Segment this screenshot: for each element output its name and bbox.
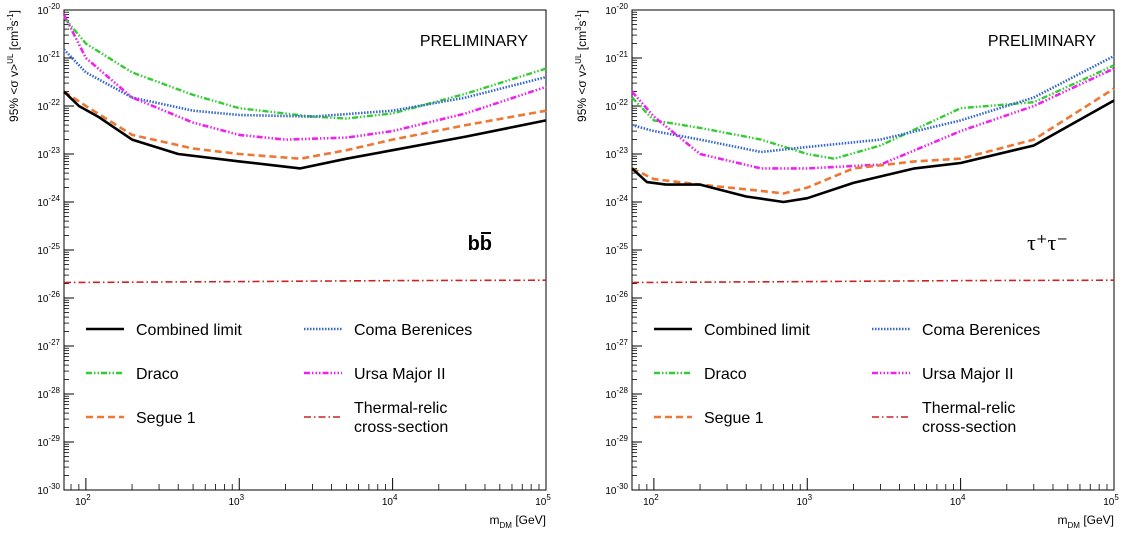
y-tick-label: 10-29 bbox=[605, 434, 628, 449]
legend-label: Combined limit bbox=[136, 322, 242, 339]
y-tick-label: 10-27 bbox=[605, 338, 628, 353]
legend-label: Combined limit bbox=[704, 322, 810, 339]
y-tick-label: 10-28 bbox=[37, 386, 60, 401]
x-tick-label: 102 bbox=[75, 493, 91, 508]
legend-label: Draco bbox=[704, 366, 747, 383]
channel-label: bb bbox=[468, 233, 492, 255]
y-tick-label: 10-21 bbox=[37, 50, 60, 65]
series-line-ursa-major-ii bbox=[631, 67, 1115, 170]
series-line-segue-1 bbox=[631, 87, 1115, 195]
legend-label: Thermal-relic bbox=[922, 400, 1015, 417]
y-tick-label: 10-20 bbox=[605, 2, 628, 17]
x-tick-label: 103 bbox=[228, 493, 244, 508]
series-line-combined-limit bbox=[63, 90, 547, 170]
legend-label: Ursa Major II bbox=[354, 366, 446, 383]
series-line-thermal-relic-cross-section bbox=[631, 279, 1115, 284]
preliminary-label: PRELIMINARY bbox=[988, 33, 1097, 50]
y-tick-label: 10-22 bbox=[605, 98, 628, 113]
legend: Combined limit Draco Segue 1 Coma Berenices… bbox=[654, 322, 1040, 436]
legend-label: Thermal-relic bbox=[354, 400, 447, 417]
y-tick-label: 10-24 bbox=[37, 194, 60, 209]
x-tick-label: 104 bbox=[382, 493, 398, 508]
legend-label: Draco bbox=[136, 366, 179, 383]
x-tick-label: 102 bbox=[643, 493, 659, 508]
legend-label: cross-section bbox=[354, 419, 448, 436]
y-tick-label: 10-25 bbox=[37, 242, 60, 257]
x-tick-label: 104 bbox=[950, 493, 966, 508]
legend-label: Coma Berenices bbox=[922, 322, 1040, 339]
legend-label: Ursa Major II bbox=[922, 366, 1014, 383]
x-tick-label: 105 bbox=[535, 493, 551, 508]
chart-panel-1: 10-30 10-29 10-28 10-27 10-26 10-25 10-24 10-23… bbox=[6, 2, 551, 530]
y-axis-title: 95% <σ v>UL [cm3s-1] bbox=[6, 10, 21, 122]
y-tick-label: 10-26 bbox=[37, 290, 60, 305]
y-tick-label: 10-27 bbox=[37, 338, 60, 353]
series-line-draco bbox=[631, 64, 1115, 160]
series-line-coma-berenices bbox=[63, 48, 547, 118]
series-line-combined-limit bbox=[631, 99, 1115, 204]
legend-label: Segue 1 bbox=[704, 410, 764, 427]
channel-label: τ⁺τ⁻ bbox=[1027, 230, 1068, 255]
x-axis-title: mDM [GeV] bbox=[1058, 513, 1114, 530]
legend-label: Segue 1 bbox=[136, 410, 196, 427]
y-axis-title: 95% <σ v>UL [cm3s-1] bbox=[574, 10, 589, 122]
y-tick-label: 10-20 bbox=[37, 2, 60, 17]
y-tick-label: 10-23 bbox=[37, 146, 60, 161]
y-tick-label: 10-30 bbox=[605, 482, 628, 497]
y-tick-label: 10-21 bbox=[605, 50, 628, 65]
legend-label: Coma Berenices bbox=[354, 322, 472, 339]
series-line-coma-berenices bbox=[631, 54, 1115, 154]
y-tick-label: 10-25 bbox=[605, 242, 628, 257]
x-axis-title: mDM [GeV] bbox=[490, 513, 546, 530]
preliminary-label: PRELIMINARY bbox=[420, 33, 529, 50]
series-line-segue-1 bbox=[63, 90, 547, 160]
series-line-thermal-relic-cross-section bbox=[63, 279, 547, 284]
y-tick-label: 10-30 bbox=[37, 482, 60, 497]
legend-label: cross-section bbox=[922, 419, 1016, 436]
x-tick-label: 105 bbox=[1103, 493, 1119, 508]
series-line-draco bbox=[63, 16, 547, 120]
y-tick-label: 10-24 bbox=[605, 194, 628, 209]
y-tick-label: 10-22 bbox=[37, 98, 60, 113]
x-tick-label: 103 bbox=[796, 493, 812, 508]
y-tick-label: 10-26 bbox=[605, 290, 628, 305]
y-tick-label: 10-23 bbox=[605, 146, 628, 161]
series-line-ursa-major-ii bbox=[62, 14, 547, 141]
y-tick-label: 10-28 bbox=[605, 386, 628, 401]
y-tick-label: 10-29 bbox=[37, 434, 60, 449]
legend: Combined limit Draco Segue 1 Coma Berenices… bbox=[86, 322, 472, 436]
chart-panel-2: 10-30 10-29 10-28 10-27 10-26 10-25 10-24 10-23… bbox=[574, 2, 1119, 530]
